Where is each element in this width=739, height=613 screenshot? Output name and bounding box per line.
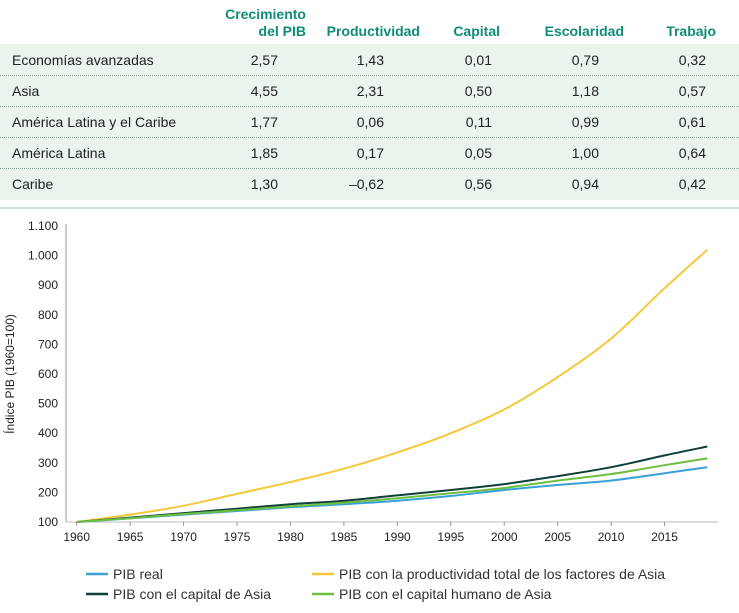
legend-label-3: PIB con el capital de Asia (113, 586, 271, 602)
legend-label-2: PIB con la productividad total de los fa… (339, 566, 665, 582)
legend-label-4: PIB con el capital humano de Asia (339, 586, 552, 602)
region-name: América Latina y el Caribe (12, 114, 177, 130)
header-growth-line2: del PIB (258, 23, 306, 39)
series-line-2 (76, 248, 708, 523)
x-tick-label: 1985 (331, 530, 358, 544)
table-header: Crecimiento del PIB Productividad Capita… (0, 0, 739, 44)
table-row: América Latina 1,85 0,17 0,05 1,00 0,64 (0, 138, 739, 169)
cell-schooling: 1,18 (571, 83, 599, 99)
cell-productivity: 0,06 (356, 114, 384, 130)
y-tick-label: 600 (38, 367, 58, 381)
x-tick-label: 1990 (384, 530, 411, 544)
cell-capital: 0,05 (464, 145, 492, 161)
cell-growth: 1,77 (250, 114, 278, 130)
y-axis-title: Índice PIB (1960=100) (2, 314, 17, 434)
x-tick-label: 2000 (491, 530, 518, 544)
region-name: América Latina (12, 145, 106, 161)
x-tick-label: 1970 (170, 530, 197, 544)
region-name: Economías avanzadas (12, 52, 154, 68)
header-schooling: Escolaridad (544, 23, 624, 39)
cell-capital: 0,11 (465, 114, 492, 130)
x-tick-label: 1960 (63, 530, 90, 544)
x-tick-label: 1965 (117, 530, 144, 544)
cell-labor: 0,61 (678, 114, 706, 130)
x-tick-label: 1980 (277, 530, 304, 544)
cell-productivity: 1,43 (356, 52, 384, 68)
region-name: Caribe (12, 176, 54, 192)
cell-growth: 1,30 (250, 176, 278, 192)
cell-schooling: 1,00 (571, 145, 599, 161)
table-row: Caribe 1,30 –0,62 0,56 0,94 0,42 (0, 169, 739, 200)
x-tick-label: 1995 (437, 530, 464, 544)
header-growth: Crecimiento del PIB (200, 6, 306, 40)
y-tick-label: 800 (38, 308, 58, 322)
y-tick-label: 1.100 (28, 219, 58, 233)
header-productivity: Productividad (326, 23, 420, 39)
header-growth-line1: Crecimiento (225, 6, 306, 22)
table-row: Economías avanzadas 2,57 1,43 0,01 0,79 0,32 (0, 45, 739, 76)
cell-growth: 1,85 (250, 145, 278, 161)
series-line-4 (76, 457, 708, 523)
cell-productivity: –0,62 (348, 176, 384, 192)
cell-productivity: 0,17 (356, 145, 384, 161)
y-tick-label: 500 (38, 397, 58, 411)
region-name: Asia (12, 83, 40, 99)
growth-decomposition-table: Crecimiento del PIB Productividad Capita… (0, 0, 739, 200)
x-tick-label: 2015 (651, 530, 678, 544)
y-tick-label: 200 (38, 485, 58, 499)
cell-capital: 0,56 (464, 176, 492, 192)
cell-schooling: 0,99 (571, 114, 599, 130)
cell-growth: 4,55 (250, 83, 278, 99)
y-tick-label: 1.000 (28, 249, 58, 263)
x-tick-label: 2010 (598, 530, 625, 544)
x-tick-label: 1975 (224, 530, 251, 544)
cell-schooling: 0,94 (571, 176, 599, 192)
table-row: América Latina y el Caribe 1,77 0,06 0,11 0,… (0, 107, 739, 138)
y-tick-label: 100 (38, 515, 58, 529)
header-capital: Capital (453, 23, 500, 39)
cell-labor: 0,64 (678, 145, 706, 161)
cell-productivity: 2,31 (356, 83, 384, 99)
y-tick-label: 300 (38, 456, 58, 470)
cell-growth: 2,57 (250, 52, 278, 68)
cell-labor: 0,32 (678, 52, 706, 68)
table-row: Asia 4,55 2,31 0,50 1,18 0,57 (0, 76, 739, 107)
cell-schooling: 0,79 (571, 52, 599, 68)
cell-capital: 0,01 (464, 52, 492, 68)
legend-label-1: PIB real (113, 566, 163, 582)
series-line-3 (76, 445, 708, 523)
section-divider (0, 207, 739, 209)
cell-labor: 0,57 (678, 83, 706, 99)
y-tick-label: 400 (38, 426, 58, 440)
cell-labor: 0,42 (678, 176, 706, 192)
y-tick-label: 700 (38, 337, 58, 351)
cell-capital: 0,50 (464, 83, 492, 99)
y-tick-label: 900 (38, 278, 58, 292)
x-tick-label: 2005 (544, 530, 571, 544)
header-labor: Trabajo (666, 23, 716, 39)
